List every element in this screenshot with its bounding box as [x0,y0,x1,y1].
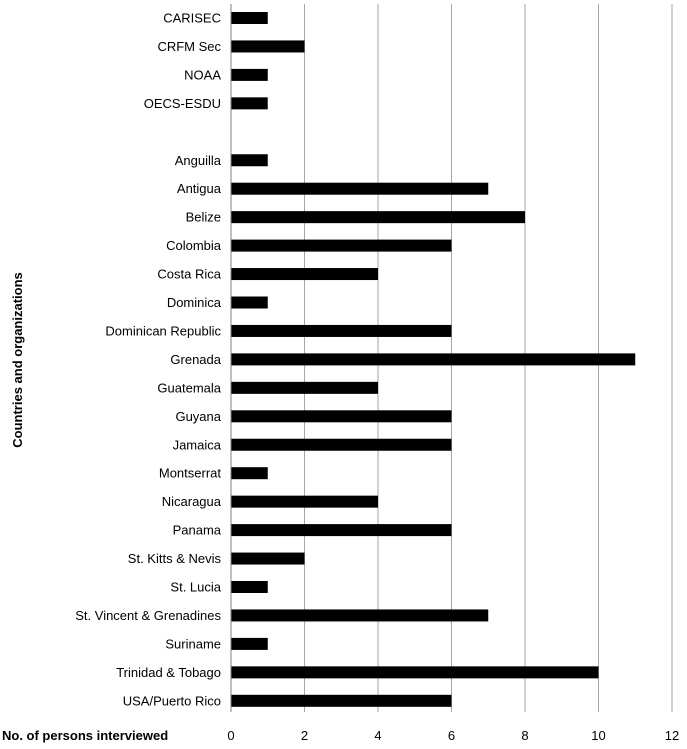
x-tick-label: 0 [227,728,234,743]
bar [231,40,305,53]
category-label: Grenada [170,352,221,367]
bar [231,581,268,593]
category-label: NOAA [184,67,221,82]
category-label: St. Kitts & Nevis [128,551,222,566]
category-label: Guyana [175,409,221,424]
category-labels: CARISEC CRFM Sec NOAA OECS-ESDU Anguilla Anti… [75,11,222,709]
category-label: Guatemala [157,380,221,395]
category-label: USA/Puerto Rico [123,693,221,708]
category-label: CRFM Sec [157,39,221,54]
bar [231,666,599,679]
category-label: St. Lucia [170,580,221,595]
category-label: Suriname [165,636,221,651]
x-tick-label: 4 [374,728,381,743]
category-label: Dominica [167,295,222,310]
bar [231,438,452,451]
category-label: Dominican Republic [105,323,221,338]
bar [231,68,268,81]
bar [231,467,268,480]
bar [231,381,378,394]
category-label: Belize [186,210,221,225]
bar [231,268,378,281]
bar [231,495,378,508]
bar [231,410,452,423]
category-label: Antigua [177,181,222,196]
category-label: OECS-ESDU [144,96,221,111]
bar [231,154,268,167]
bar [231,296,268,309]
x-tick-label: 12 [665,728,679,743]
bar [231,353,636,366]
category-label: Colombia [166,238,222,253]
category-label: CARISEC [163,11,221,26]
category-label: Panama [173,523,222,538]
bar [231,609,489,622]
category-label: Costa Rica [157,267,221,282]
x-tick-labels: 0 2 4 6 8 10 12 [227,728,679,743]
category-label: Jamaica [173,437,222,452]
bar [231,637,268,650]
x-axis-title: No. of persons interviewed [2,728,168,743]
x-tick-label: 2 [301,728,308,743]
bar [231,12,268,24]
bar [231,97,268,110]
x-tick-label: 6 [448,728,455,743]
category-label: Montserrat [159,466,222,481]
category-label: Trinidad & Tobago [116,665,221,680]
x-tick-label: 10 [591,728,605,743]
bar [231,324,452,337]
bar [231,211,525,224]
category-label: Nicaragua [162,494,222,509]
bar [231,239,452,252]
category-label: Anguilla [175,153,222,168]
bar [231,552,305,565]
bar [231,524,452,537]
bars [231,12,636,707]
category-label: St. Vincent & Grenadines [75,608,221,623]
x-tick-label: 8 [521,728,528,743]
y-axis-title: Countries and organizations [10,272,25,448]
bar [231,694,452,707]
bar [231,182,489,195]
